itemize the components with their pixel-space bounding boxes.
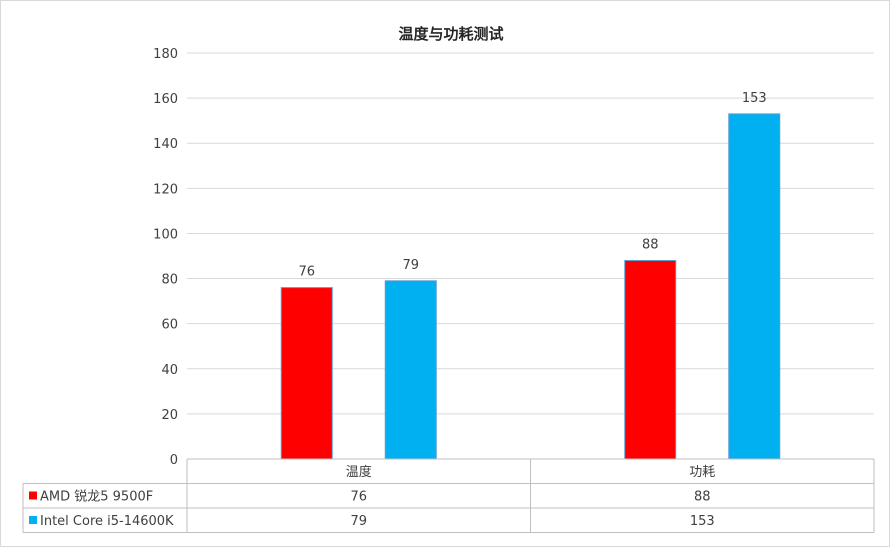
y-tick-label: 20: [161, 408, 178, 423]
y-tick-label: 60: [161, 318, 178, 333]
y-tick-label: 80: [161, 273, 178, 288]
legend-swatch: [29, 491, 37, 500]
y-tick-label: 140: [153, 137, 178, 152]
category-label: 温度: [346, 464, 372, 480]
legend-swatch: [29, 516, 37, 524]
category-label: 功耗: [689, 465, 715, 480]
data-table: 温度 功耗 AMD 锐龙5 9500F 76 88 Intel Core i5-14600…: [22, 458, 875, 533]
table-value: 153: [690, 514, 715, 529]
bar: [728, 113, 781, 460]
table-value: 79: [350, 514, 367, 529]
y-tick-label: 180: [153, 47, 178, 62]
data-labels: 76 79 88 153: [298, 91, 766, 280]
y-tick-label: 100: [153, 227, 178, 242]
y-tick-label: 160: [153, 92, 178, 107]
chart-title: 温度与功耗测试: [398, 25, 503, 43]
bar: [384, 280, 437, 460]
bar: [280, 287, 333, 460]
data-label: 88: [642, 238, 659, 253]
y-tick-label: 40: [161, 363, 178, 378]
data-label: 76: [298, 265, 315, 280]
table-value: 76: [350, 490, 367, 505]
legend-label: AMD 锐龙5 9500F: [40, 490, 153, 505]
data-label: 153: [742, 91, 767, 106]
legend-label: Intel Core i5-14600K: [40, 514, 174, 529]
y-tick-label: 120: [153, 182, 178, 197]
y-tick-label: 0: [170, 453, 178, 468]
table-value: 88: [694, 490, 711, 505]
bar: [624, 260, 677, 460]
data-label: 79: [402, 258, 419, 273]
bars: [280, 113, 781, 460]
y-axis-ticks: 0 20 40 60 80 100 120 140 160 180: [153, 47, 178, 468]
